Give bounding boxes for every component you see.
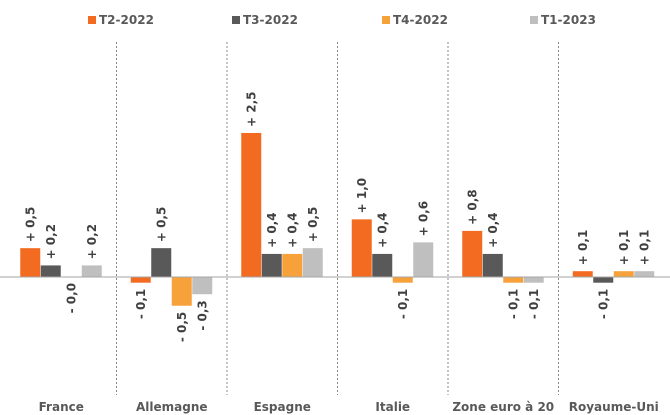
bar bbox=[20, 248, 41, 277]
bar bbox=[261, 253, 282, 277]
bar bbox=[81, 265, 102, 277]
value-label: - 0,3 bbox=[196, 300, 210, 330]
bar bbox=[351, 219, 372, 277]
bar bbox=[151, 248, 172, 277]
legend-label: T4-2022 bbox=[393, 13, 448, 27]
bar bbox=[634, 271, 655, 277]
value-label: + 0,4 bbox=[376, 212, 390, 248]
x-tick-label: Espagne bbox=[254, 400, 311, 414]
x-tick-label: Italie bbox=[375, 400, 410, 414]
bar bbox=[192, 276, 213, 295]
x-tick-label: Zone euro à 20 bbox=[452, 400, 554, 414]
bar bbox=[372, 253, 393, 277]
bar bbox=[413, 242, 434, 277]
value-label: - 0,1 bbox=[134, 289, 148, 319]
bar bbox=[392, 276, 413, 283]
value-label: + 0,4 bbox=[486, 212, 500, 248]
value-label: + 1,0 bbox=[355, 178, 369, 214]
bar bbox=[572, 271, 593, 277]
value-label: + 0,5 bbox=[155, 207, 169, 243]
value-label: + 0,2 bbox=[44, 224, 58, 260]
legend-label: T3-2022 bbox=[243, 13, 298, 27]
value-label: + 0,5 bbox=[24, 207, 38, 243]
bar bbox=[482, 253, 503, 277]
value-label: - 0,1 bbox=[396, 289, 410, 319]
bar bbox=[40, 265, 61, 277]
legend-label: T1-2023 bbox=[541, 13, 596, 27]
legend-swatch bbox=[88, 16, 96, 24]
x-tick-label: Royaume-Uni bbox=[569, 400, 659, 414]
legend-swatch bbox=[530, 16, 538, 24]
bar bbox=[523, 276, 544, 283]
value-label: + 0,1 bbox=[576, 230, 590, 266]
value-label: + 2,5 bbox=[245, 91, 259, 127]
bar bbox=[241, 132, 262, 277]
x-tick-label: France bbox=[39, 400, 84, 414]
bar bbox=[282, 253, 303, 277]
bar bbox=[130, 276, 151, 283]
value-label: + 0,2 bbox=[85, 224, 99, 260]
value-label: - 0,0 bbox=[65, 283, 79, 313]
value-label: + 0,8 bbox=[466, 189, 480, 225]
bar bbox=[302, 248, 323, 277]
legend-swatch bbox=[382, 16, 390, 24]
value-label: - 0,1 bbox=[507, 289, 521, 319]
legend-swatch bbox=[232, 16, 240, 24]
value-label: + 0,4 bbox=[265, 212, 279, 248]
value-label: + 0,1 bbox=[617, 230, 631, 266]
legend-label: T2-2022 bbox=[99, 13, 154, 27]
bar bbox=[593, 276, 614, 283]
value-label: + 0,5 bbox=[306, 207, 320, 243]
value-label: - 0,5 bbox=[175, 312, 189, 342]
value-label: + 0,1 bbox=[638, 230, 652, 266]
x-tick-label: Allemagne bbox=[136, 400, 208, 414]
value-label: - 0,1 bbox=[527, 289, 541, 319]
bar bbox=[462, 230, 483, 277]
value-label: + 0,6 bbox=[417, 201, 431, 237]
value-label: + 0,4 bbox=[286, 212, 300, 248]
value-label: - 0,1 bbox=[597, 289, 611, 319]
bar bbox=[613, 271, 634, 277]
bar bbox=[503, 276, 524, 283]
bar bbox=[171, 276, 192, 306]
